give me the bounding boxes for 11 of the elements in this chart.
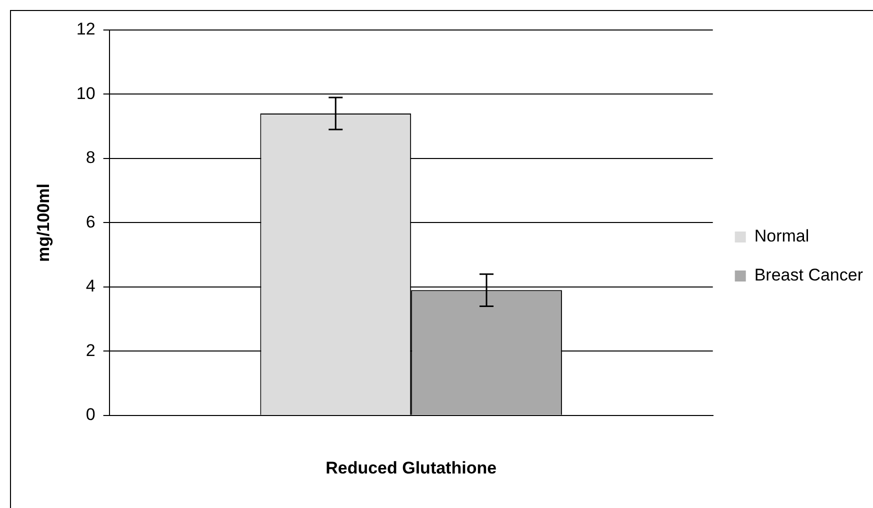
y-tick-label: 4 <box>86 276 96 296</box>
y-axis-title: mg/100ml <box>34 183 53 262</box>
legend-label: Normal <box>754 226 810 246</box>
y-tick-label: 6 <box>86 212 96 232</box>
x-axis-title: Reduced Glutathione <box>326 458 497 478</box>
legend-label: Breast Cancer <box>754 266 864 285</box>
y-tick-label: 12 <box>76 20 96 39</box>
y-tick-label: 0 <box>86 405 96 424</box>
y-tick-label: 10 <box>76 84 96 103</box>
y-tick-label: 8 <box>86 148 96 168</box>
y-tick-label: 2 <box>86 340 96 360</box>
